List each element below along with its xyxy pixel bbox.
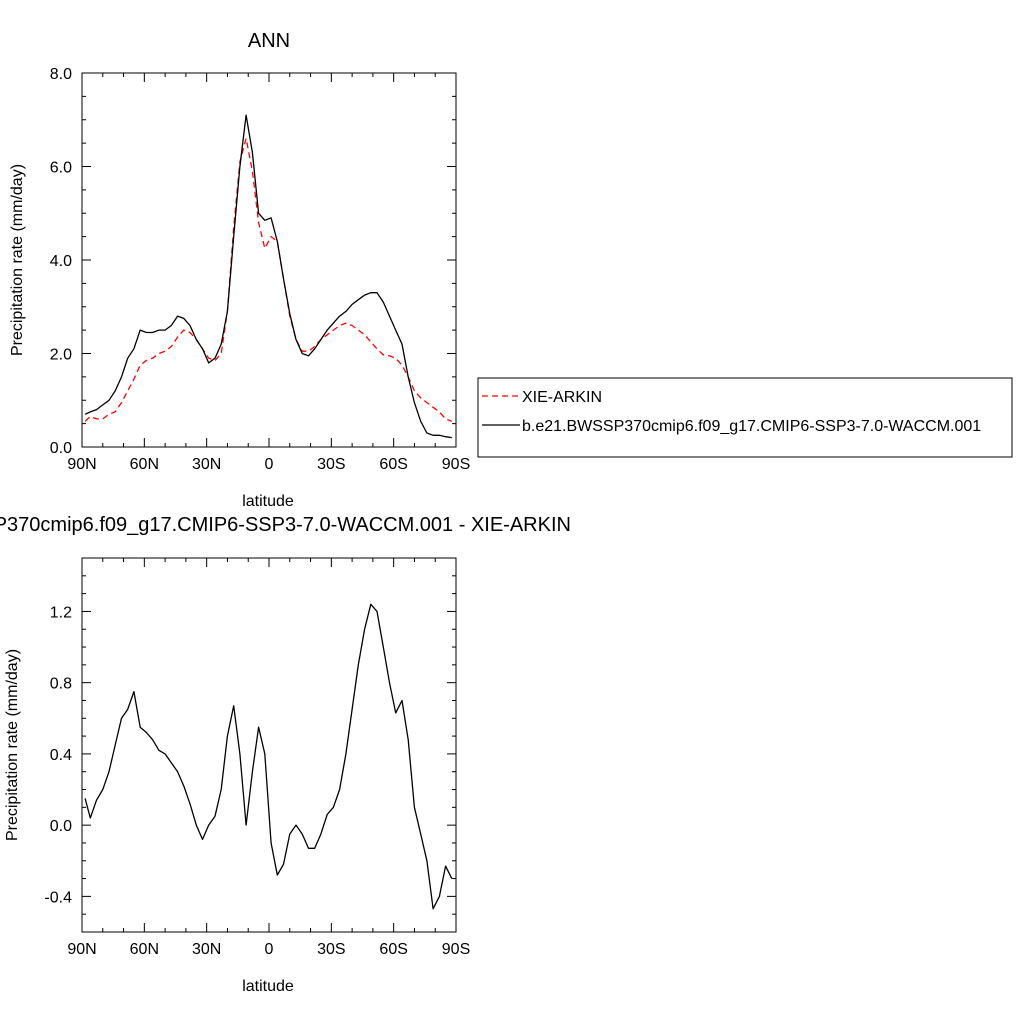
bottom-chart-title: SSP370cmip6.f09_g17.CMIP6-SSP3-7.0-WACCM… <box>0 514 571 536</box>
top-chart-xtick-label: 30S <box>317 456 345 473</box>
top-chart-ticks: 90N 60N 30N 0 30S 60S 90S 0.0 2.0 4.0 6.0 8.0 <box>50 66 470 473</box>
legend-label-xie-arkin: XIE-ARKIN <box>522 389 602 406</box>
top-chart-xtick-label: 90N <box>67 456 96 473</box>
bottom-chart-ytick-label: 1.2 <box>50 604 72 621</box>
top-chart-ytick-label: 4.0 <box>50 253 72 270</box>
top-chart-ytick-label: 2.0 <box>50 347 72 364</box>
bottom-chart-ytick-label: 0.8 <box>50 676 72 693</box>
top-chart-xlabel: latitude <box>242 493 294 510</box>
top-chart-xtick-label: 90S <box>442 456 470 473</box>
top-chart-xtick-label: 60N <box>130 456 159 473</box>
bottom-chart-xtick-label: 30N <box>192 941 221 958</box>
top-chart-series-line-1 <box>84 114 452 439</box>
bottom-chart-ytick-label: -0.4 <box>44 889 72 906</box>
bottom-chart-frame <box>81 557 457 933</box>
top-chart-xtick-label: 0 <box>265 456 274 473</box>
top-chart-frame <box>81 72 457 448</box>
top-chart-ytick-label: 0.0 <box>50 440 72 457</box>
bottom-chart-ytick-label: 0.0 <box>50 818 72 835</box>
top-chart-xtick-label: 60S <box>379 456 407 473</box>
bottom-chart-ticks: 90N 60N 30N 0 30S 60S 90S -0.4 0.0 0.4 0.8 1.2 <box>44 557 470 958</box>
bottom-chart-xtick-label: 60S <box>379 941 407 958</box>
bottom-chart-xlabel: latitude <box>242 978 294 995</box>
bottom-chart-ytick-label: 0.4 <box>50 747 72 764</box>
legend: XIE-ARKIN b.e21.BWSSP370cmip6.f09_g17.CM… <box>477 377 1013 458</box>
bottom-chart-xtick-label: 90N <box>67 941 96 958</box>
top-chart-panel: ANN latitude Precipitation rate (mm/day)… <box>9 30 470 510</box>
bottom-chart-series-line-0 <box>84 603 453 910</box>
legend-label-model: b.e21.BWSSP370cmip6.f09_g17.CMIP6-SSP3-7… <box>522 418 981 435</box>
top-chart-series-line-0 <box>84 137 453 422</box>
top-chart-ytick-label: 8.0 <box>50 66 72 83</box>
bottom-chart-xtick-label: 60N <box>130 941 159 958</box>
bottom-chart-ylabel: Precipitation rate (mm/day) <box>4 649 21 841</box>
legend-box <box>477 377 1013 458</box>
top-chart-series <box>84 114 453 439</box>
top-chart-ytick-label: 6.0 <box>50 160 72 177</box>
bottom-chart-xtick-label: 90S <box>442 941 470 958</box>
top-chart-xtick-label: 30N <box>192 456 221 473</box>
bottom-chart-xtick-label: 30S <box>317 941 345 958</box>
top-chart-title: ANN <box>248 30 290 52</box>
bottom-chart-panel: SSP370cmip6.f09_g17.CMIP6-SSP3-7.0-WACCM… <box>0 514 571 995</box>
bottom-chart-series <box>84 603 453 910</box>
bottom-chart-xtick-label: 0 <box>265 941 274 958</box>
top-chart-ylabel: Precipitation rate (mm/day) <box>9 164 26 356</box>
